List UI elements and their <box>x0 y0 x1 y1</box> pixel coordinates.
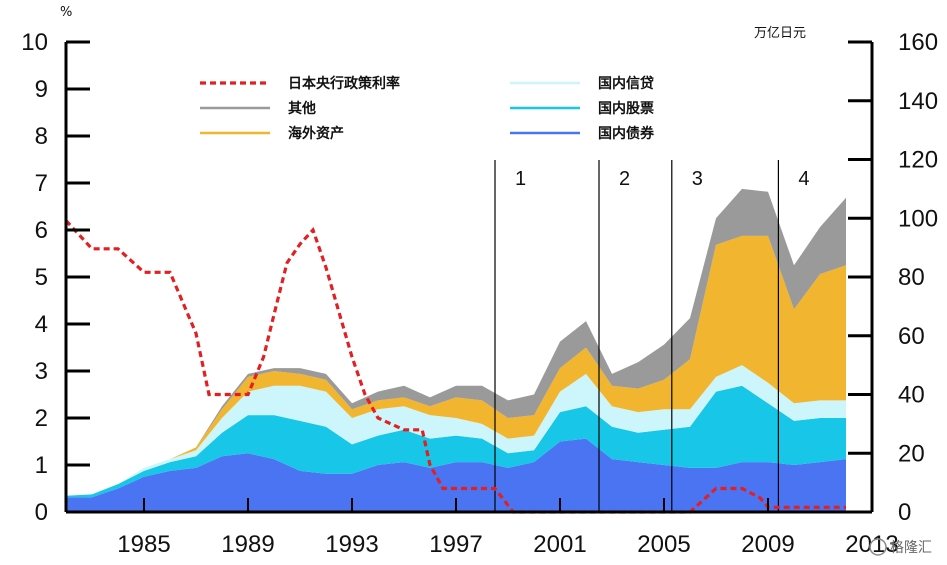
x-tick-label: 2005 <box>637 531 690 558</box>
right-tick-label: 120 <box>898 147 938 174</box>
area-series-2 <box>66 365 846 496</box>
x-tick-label: 1985 <box>117 531 170 558</box>
legend-label-2: 海外资产 <box>288 125 344 142</box>
legend-label-5: 国内债券 <box>598 125 655 142</box>
left-tick-label: 10 <box>21 29 48 56</box>
right-axis-unit: 万亿日元 <box>754 26 806 41</box>
legend-label-4: 国内股票 <box>598 100 654 117</box>
right-tick-label: 80 <box>898 264 925 291</box>
policy-rate-line <box>64 219 846 514</box>
area-series-4 <box>66 188 846 496</box>
period-label-1: 1 <box>515 168 526 190</box>
left-tick-label: 2 <box>35 405 48 432</box>
x-tick-label: 1997 <box>429 531 482 558</box>
left-tick-label: 5 <box>35 264 48 291</box>
right-tick-label: 140 <box>898 88 938 115</box>
right-tick-label: 100 <box>898 205 938 232</box>
right-tick-label: 0 <box>898 499 911 526</box>
period-markers-group: 1 2 3 4 <box>494 160 810 512</box>
area-series-1 <box>66 385 846 498</box>
left-tick-label: 1 <box>35 452 48 479</box>
x-tick-label: 1989 <box>221 531 274 558</box>
left-axis-unit: % <box>60 5 72 20</box>
right-tick-label: 40 <box>898 382 925 409</box>
right-tick-label: 60 <box>898 323 925 350</box>
area-series-0 <box>66 438 846 512</box>
left-tick-label: 8 <box>35 123 48 150</box>
watermark: 格隆汇 <box>869 538 932 556</box>
area-series-3 <box>66 235 846 496</box>
watermark-logo-icon <box>869 538 887 556</box>
x-tick-label: 1993 <box>325 531 378 558</box>
x-tick-label: 2013 <box>845 531 898 558</box>
watermark-text: 格隆汇 <box>890 540 932 556</box>
policy-rate-group <box>64 219 846 514</box>
x-tick-label: 2001 <box>533 531 586 558</box>
legend-label-3: 国内信贷 <box>598 75 654 92</box>
right-tick-label: 20 <box>898 440 925 467</box>
left-tick-label: 4 <box>35 311 48 338</box>
period-label-2: 2 <box>619 168 630 190</box>
left-tick-label: 0 <box>35 499 48 526</box>
period-label-3: 3 <box>692 168 703 190</box>
left-tick-label: 9 <box>35 76 48 103</box>
legend-label-0: 日本央行政策利率 <box>288 75 400 92</box>
right-tick-label: 160 <box>898 29 938 56</box>
area-series-group <box>66 188 846 512</box>
left-tick-label: 7 <box>35 170 48 197</box>
left-tick-label: 3 <box>35 358 48 385</box>
x-tick-label: 2009 <box>741 531 794 558</box>
left-tick-label: 6 <box>35 217 48 244</box>
legend-label-1: 其他 <box>288 100 316 117</box>
period-label-4: 4 <box>798 168 809 190</box>
